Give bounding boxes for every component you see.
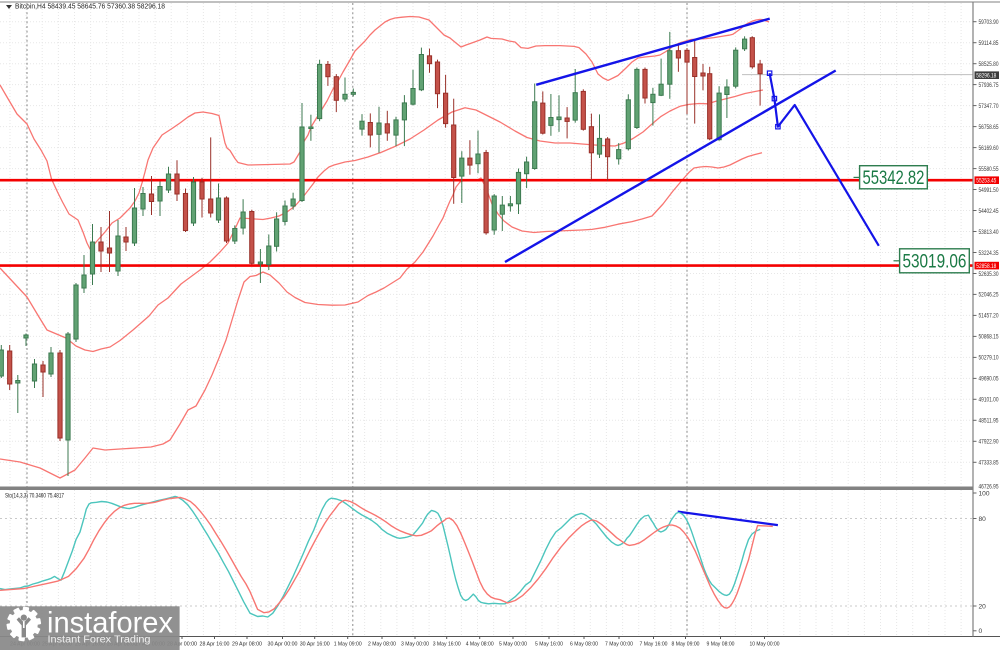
svg-text:55580.55: 55580.55 <box>979 166 999 173</box>
svg-text:49690.05: 49690.05 <box>979 376 999 383</box>
svg-text:58525.80: 58525.80 <box>979 61 999 68</box>
svg-text:0: 0 <box>979 628 983 635</box>
svg-text:48511.95: 48511.95 <box>979 418 999 425</box>
svg-text:51457.20: 51457.20 <box>979 313 999 320</box>
svg-text:54402.45: 54402.45 <box>979 208 999 215</box>
svg-text:5 May 00:00: 5 May 00:00 <box>499 641 527 647</box>
svg-text:47333.85: 47333.85 <box>979 460 999 467</box>
svg-text:6 May 08:00: 6 May 08:00 <box>570 641 598 647</box>
svg-text:50868.15: 50868.15 <box>979 334 999 341</box>
svg-text:80: 80 <box>979 516 987 523</box>
svg-text:58296.18: 58296.18 <box>976 73 996 80</box>
svg-text:10 May 00:00: 10 May 00:00 <box>750 641 780 647</box>
svg-text:55342.82: 55342.82 <box>862 168 924 189</box>
svg-text:20: 20 <box>979 603 987 610</box>
svg-text:Instant Forex Trading: Instant Forex Trading <box>48 635 151 646</box>
svg-text:28 Apr 00:00: 28 Apr 00:00 <box>167 641 197 647</box>
svg-text:46726.95: 46726.95 <box>979 483 999 490</box>
svg-text:7 May 00:00: 7 May 00:00 <box>605 641 633 647</box>
svg-text:8 May 09:00: 8 May 09:00 <box>672 641 700 647</box>
svg-text:54991.50: 54991.50 <box>979 187 999 194</box>
svg-text:55253.45: 55253.45 <box>976 178 996 185</box>
svg-text:59703.90: 59703.90 <box>979 19 999 26</box>
svg-text:53813.40: 53813.40 <box>979 229 999 236</box>
svg-text:49101.00: 49101.00 <box>979 397 999 404</box>
svg-text:instaforex: instaforex <box>47 607 173 640</box>
svg-text:52858.18: 52858.18 <box>976 263 996 270</box>
svg-text:52635.30: 52635.30 <box>979 271 999 278</box>
svg-text:29 Apr 08:00: 29 Apr 08:00 <box>232 641 262 647</box>
svg-text:30 Apr 00:00: 30 Apr 00:00 <box>268 641 298 647</box>
svg-text:53019.06: 53019.06 <box>902 252 966 273</box>
svg-text:1 May 09:00: 1 May 09:00 <box>334 641 362 647</box>
svg-text:52046.25: 52046.25 <box>979 292 999 299</box>
svg-text:7 May 16:00: 7 May 16:00 <box>640 641 668 647</box>
svg-text:28 Apr 16:00: 28 Apr 16:00 <box>200 641 230 647</box>
svg-text:50279.10: 50279.10 <box>979 355 999 362</box>
svg-text:57936.75: 57936.75 <box>979 82 999 89</box>
svg-text:56169.60: 56169.60 <box>979 145 999 152</box>
svg-text:3 May 16:00: 3 May 16:00 <box>433 641 461 647</box>
svg-text:2 May 08:00: 2 May 08:00 <box>368 641 396 647</box>
svg-text:59114.85: 59114.85 <box>979 40 999 47</box>
svg-text:9 May 08:00: 9 May 08:00 <box>707 641 735 647</box>
svg-text:57347.70: 57347.70 <box>979 103 999 110</box>
svg-text:47922.90: 47922.90 <box>979 439 999 446</box>
svg-text:Sto(14,3,3) 70.3460 75.4817: Sto(14,3,3) 70.3460 75.4817 <box>5 493 64 500</box>
svg-text:5 May 16:00: 5 May 16:00 <box>535 641 563 647</box>
svg-text:30 Apr 16:00: 30 Apr 16:00 <box>300 641 330 647</box>
svg-text:100: 100 <box>979 490 990 497</box>
svg-text:3 May 00:00: 3 May 00:00 <box>401 641 429 647</box>
svg-text:4 May 08:00: 4 May 08:00 <box>466 641 494 647</box>
svg-text:Bitcoin,H4 58439.45 58645.76: Bitcoin,H4 58439.45 58645.76 57360.38 58… <box>15 4 165 11</box>
svg-text:53224.35: 53224.35 <box>979 250 999 257</box>
svg-text:56758.65: 56758.65 <box>979 124 999 131</box>
